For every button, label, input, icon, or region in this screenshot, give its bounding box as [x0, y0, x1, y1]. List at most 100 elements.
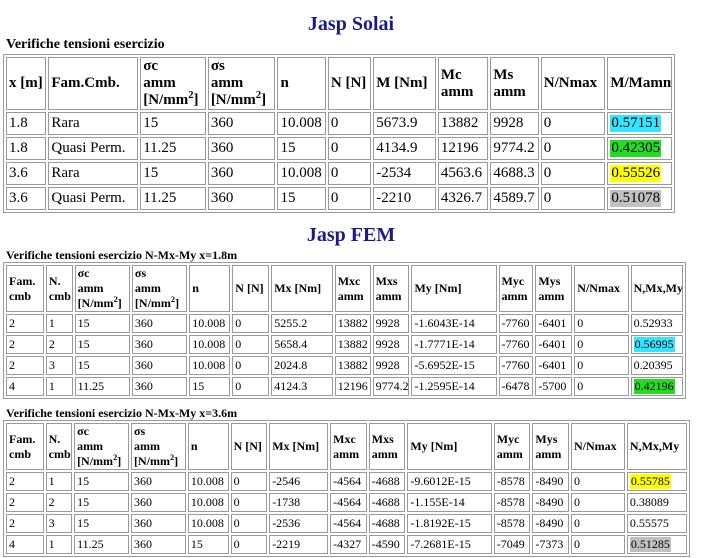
fem-2-cell: -8490: [532, 472, 570, 491]
fem-2-cell: -4564: [330, 472, 367, 491]
fem-2-cell: 1: [45, 472, 73, 491]
solai-highlighted-value: 0.55526: [610, 165, 662, 182]
fem-2-cell: -1738: [269, 493, 329, 512]
fem-2-col-header-mx-nm: Mx [Nm]: [269, 423, 329, 470]
fem-1-col-header-mxc-amm: Mxc amm: [334, 265, 371, 312]
fem-1-cell: 10.008: [189, 314, 231, 333]
fem-1-cell: 0.52933: [630, 314, 683, 333]
fem-2-cell: -8578: [493, 514, 531, 533]
fem-2-highlighted-value: 0.51285: [629, 537, 671, 552]
solai-cell: 0.51078: [607, 187, 672, 210]
fem-2-cell: 1: [45, 535, 73, 554]
solai-cell: 360: [207, 112, 276, 135]
fem-1-col-header-mxs-amm: Mxs amm: [372, 265, 410, 312]
solai-col-header-c-amm-n-mm: σc amm [N/mm2]: [140, 57, 206, 110]
fem-1-cell: 0: [232, 377, 270, 396]
fem-1-cell: 15: [189, 377, 231, 396]
fem-title: Jasp FEM: [306, 224, 396, 246]
solai-cell: 4589.7: [490, 187, 539, 210]
fem-1-col-header-mx-nm: Mx [Nm]: [271, 265, 333, 312]
solai-col-header-m-nm: M [Nm]: [373, 57, 436, 110]
solai-cell: 5673.9: [373, 112, 436, 135]
fem-2-cell: -8490: [532, 514, 570, 533]
solai-cell: 1.8: [6, 112, 47, 135]
solai-cell: 0.42305: [607, 137, 672, 160]
solai-cell: 0: [540, 112, 606, 135]
fem-2-col-header-mxs-amm: Mxs amm: [368, 423, 406, 470]
fem-2-cell: 0.55785: [626, 472, 687, 491]
fem-2-highlighted-value: 0.55785: [629, 474, 671, 489]
solai-title: Jasp Solai: [307, 13, 395, 35]
solai-highlighted-value: 0.42305: [610, 140, 662, 157]
fem-1-header-row: Fam. cmb N. cmb σc amm [N/mm2] σs amm [N/mm2] n N […: [6, 265, 683, 312]
fem-1-cell: 2: [45, 335, 73, 354]
fem-2-cell: -4688: [368, 472, 406, 491]
fem-1-col-header-n-mx-my: N,Mx,My: [630, 265, 683, 312]
fem-caption-2: Verifiche tensioni esercizio N-Mx-My x=3…: [6, 406, 238, 420]
solai-cell: 0: [327, 137, 372, 160]
fem-2-cell: 11.25: [74, 535, 129, 554]
solai-cell: Rara: [48, 112, 139, 135]
fem-2-row: 2 3 15 360 10.008 0 -2536 -4564 -4688 -1.8192E-15…: [6, 514, 687, 533]
fem-1-cell: 0: [574, 335, 629, 354]
fem-2-cell: 10.008: [187, 493, 229, 512]
solai-col-header-ms-amm: Ms amm: [490, 57, 539, 110]
fem-2-cell: 10.008: [187, 514, 229, 533]
fem-2-col-header-n-nmax: N/Nmax: [571, 423, 625, 470]
fem-1-cell: 5658.4: [271, 335, 333, 354]
fem-1-cell: -1.7771E-14: [411, 335, 497, 354]
solai-cell: 0: [540, 187, 606, 210]
fem-1-cell: 1: [45, 314, 73, 333]
solai-cell: 360: [207, 187, 276, 210]
solai-col-header-m-mamm: M/Mamm: [607, 57, 672, 110]
fem-2-cell: -7049: [493, 535, 531, 554]
fem-2-cell: 15: [74, 472, 129, 491]
fem-2-row: 2 2 15 360 10.008 0 -1738 -4564 -4688 -1.155E-14-…: [6, 493, 687, 512]
solai-cell: -2534: [373, 162, 436, 185]
solai-cell: 15: [277, 137, 326, 160]
fem-1-col-header-n: n: [189, 265, 231, 312]
fem-2-cell: 0.51285: [626, 535, 687, 554]
fem-1-cell: 1: [45, 377, 73, 396]
fem-2-cell: -4590: [368, 535, 406, 554]
fem-1-cell: 13882: [334, 335, 371, 354]
solai-col-header-mc-amm: Mc amm: [437, 57, 489, 110]
solai-cell: -2210: [373, 187, 436, 210]
fem-2-cell: -7373: [532, 535, 570, 554]
fem-1-cell: 0: [574, 314, 629, 333]
fem-table-2: Fam. cmb N. cmb σc amm [N/mm2] σs amm [N/mm2] n N […: [3, 420, 690, 557]
fem-2-col-header-s-amm-n-mm: σs amm [N/mm2]: [130, 423, 186, 470]
fem-1-cell: -6401: [535, 335, 573, 354]
fem-1-cell: 9928: [372, 335, 410, 354]
solai-cell: 15: [277, 187, 326, 210]
solai-cell: Quasi Perm.: [48, 187, 139, 210]
solai-cell: 0: [327, 187, 372, 210]
fem-1-cell: 360: [131, 335, 188, 354]
solai-row: 3.6 Quasi Perm. 11.25 360 15 0 -2210 4326.7 4589…: [6, 187, 672, 210]
fem-1-col-header-myc-amm: Myc amm: [498, 265, 534, 312]
fem-1-cell: 10.008: [189, 335, 231, 354]
solai-col-header-n-nmax: N/Nmax: [540, 57, 606, 110]
fem-1-cell: 11.25: [74, 377, 130, 396]
solai-cell: 11.25: [140, 137, 206, 160]
solai-cell: 0: [540, 162, 606, 185]
fem-1-cell: 9774.2: [372, 377, 410, 396]
fem-2-cell: 0: [571, 535, 625, 554]
fem-1-cell: 0: [232, 356, 270, 375]
fem-1-cell: 4: [6, 377, 44, 396]
fem-1-col-header-c-amm-n-mm: σc amm [N/mm2]: [74, 265, 130, 312]
fem-1-cell: 15: [74, 335, 130, 354]
fem-2-col-header-my-nm: My [Nm]: [407, 423, 492, 470]
fem-1-cell: 0.20395: [630, 356, 683, 375]
fem-1-cell: -7760: [498, 314, 534, 333]
fem-2-cell: 360: [130, 472, 186, 491]
solai-cell: 3.6: [6, 187, 47, 210]
fem-1-cell: 4124.3: [271, 377, 333, 396]
solai-row: 1.8 Quasi Perm. 11.25 360 15 0 4134.9 12196 9774…: [6, 137, 672, 160]
solai-cell: 4326.7: [437, 187, 489, 210]
fem-caption-1: Verifiche tensioni esercizio N-Mx-My x=1…: [6, 248, 238, 262]
fem-table-1: Fam. cmb N. cmb σc amm [N/mm2] σs amm [N/mm2] n N […: [3, 262, 686, 399]
solai-cell: 4688.3: [490, 162, 539, 185]
fem-2-cell: -2536: [269, 514, 329, 533]
solai-cell: 15: [140, 162, 206, 185]
